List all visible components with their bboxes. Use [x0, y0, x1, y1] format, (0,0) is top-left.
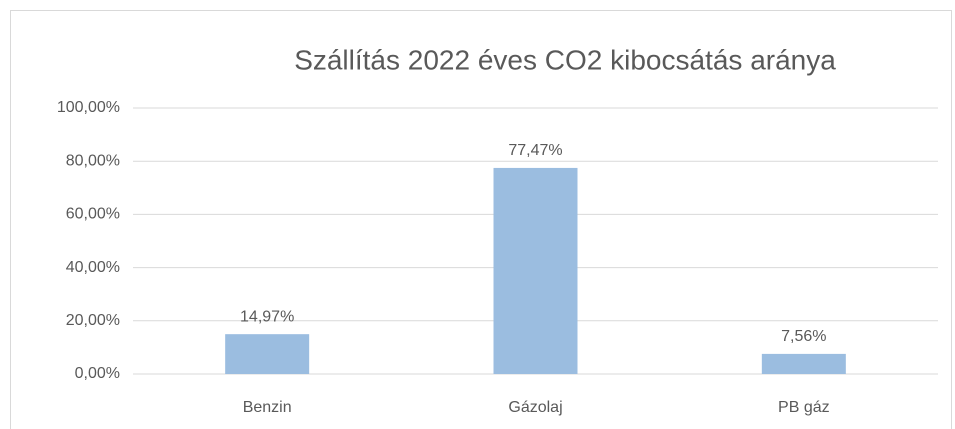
- bar: [761, 353, 846, 374]
- y-tick-label: 100,00%: [57, 99, 120, 116]
- x-tick-label: Benzin: [243, 399, 292, 416]
- x-tick-label: PB gáz: [778, 399, 830, 416]
- bar: [225, 334, 310, 374]
- chart-title: Szállítás 2022 éves CO2 kibocsátás arány…: [294, 44, 836, 75]
- x-tick-label: Gázolaj: [508, 399, 562, 416]
- y-tick-label: 0,00%: [75, 365, 120, 382]
- bar: [493, 167, 578, 374]
- y-tick-label: 80,00%: [66, 152, 120, 169]
- data-label: 77,47%: [508, 142, 562, 159]
- y-tick-label: 60,00%: [66, 206, 120, 223]
- data-label: 14,97%: [240, 308, 294, 325]
- y-tick-label: 20,00%: [66, 312, 120, 329]
- y-tick-label: 40,00%: [66, 259, 120, 276]
- data-label: 7,56%: [781, 328, 826, 345]
- chart-border: [10, 10, 952, 429]
